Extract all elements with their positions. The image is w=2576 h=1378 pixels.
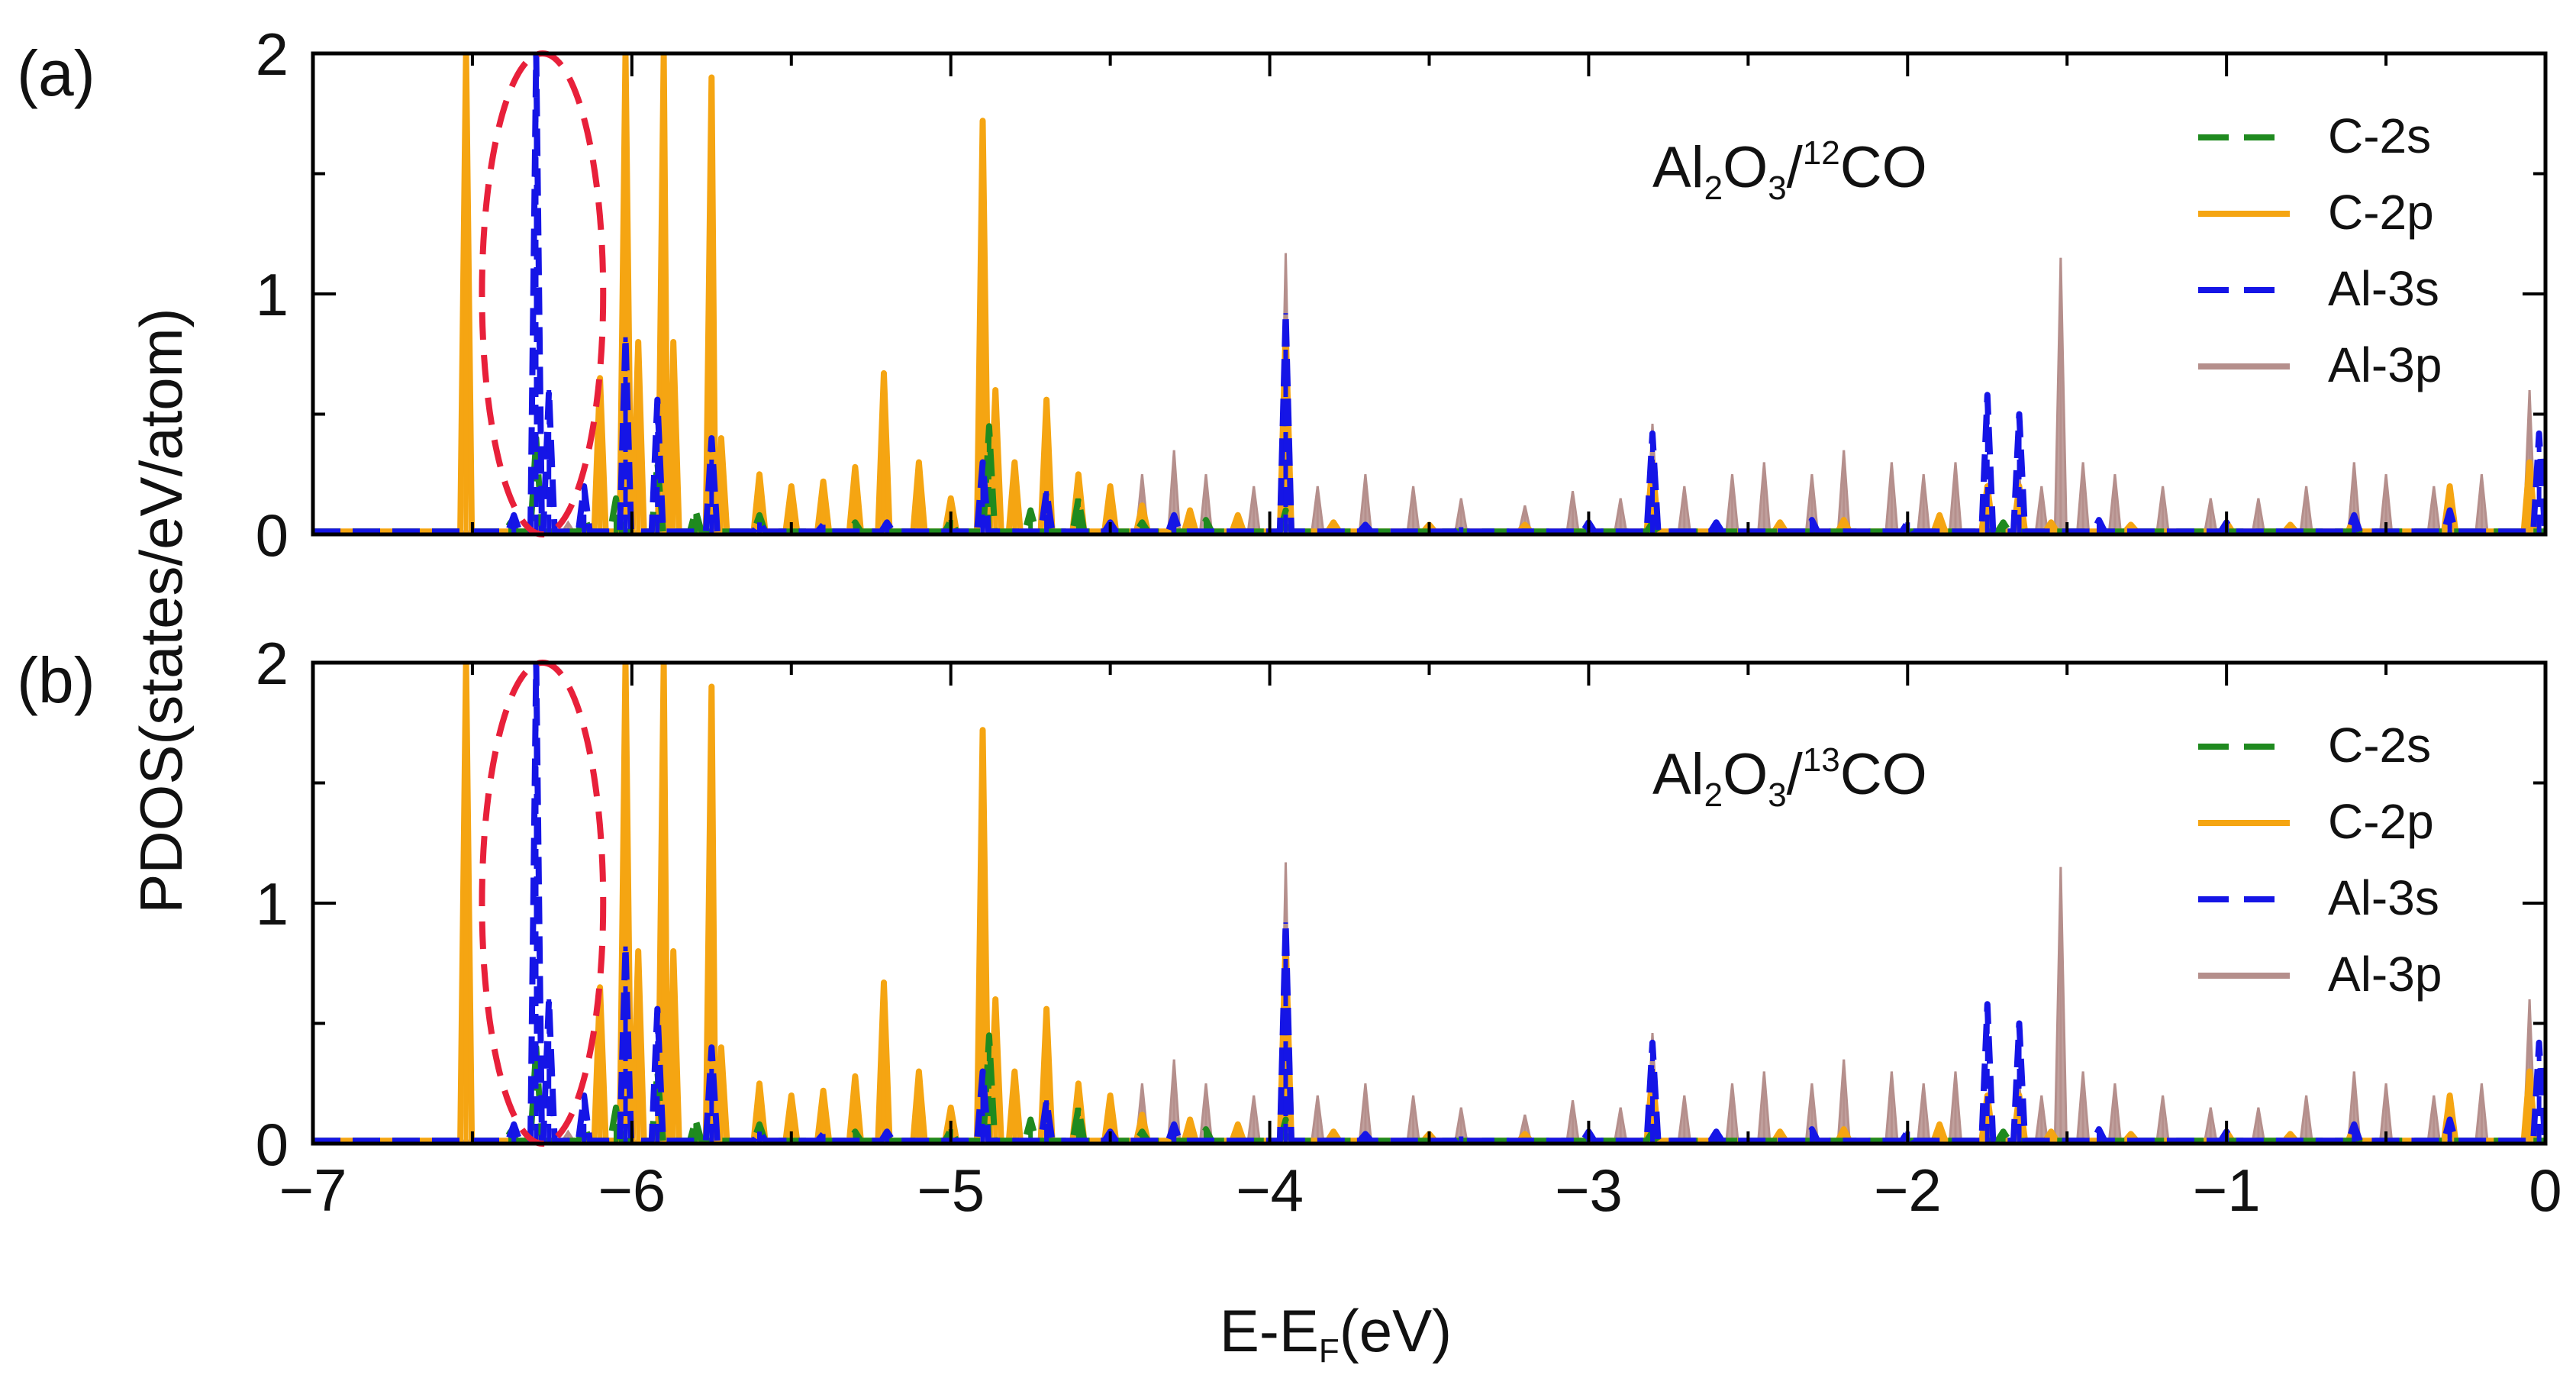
x-tick-label: −2 [1874,1157,1942,1224]
x-tick-label: −3 [1555,1157,1623,1224]
y-tick-label: 2 [256,630,289,697]
x-axis-title-sub: F [1319,1332,1340,1370]
panel-title-part: CO [1840,135,1927,200]
legend: C-2s C-2p Al-3s Al-3p [2198,108,2442,392]
y-tick-label: 2 [256,21,289,88]
plot-area [313,53,2545,534]
plot-frame [311,51,2548,537]
y-tick-label: 1 [256,870,289,937]
panel-title-part: / [1787,742,1804,807]
x-tick-label: −1 [2193,1157,2261,1224]
x-tick-label: −5 [917,1157,985,1224]
panel-title-part: 2 [1704,776,1723,814]
panel-label: (b) [17,644,95,716]
y-tick-label: 0 [256,1111,289,1178]
legend-label: Al-3s [2328,870,2439,925]
plot-frame [311,660,2548,1146]
panel-title: Al2O3/12CO [1652,134,1927,207]
x-tick-label: −4 [1236,1157,1304,1224]
series-al-3p-area [313,253,2545,534]
x-axis-title-main: E-E [1220,1297,1319,1364]
legend-label: C-2s [2328,718,2431,773]
series-al-3p-area [313,862,2545,1144]
panel-title: Al2O3/13CO [1652,741,1927,814]
plot-area [313,663,2545,1144]
x-tick-label: −7 [279,1157,347,1224]
panel-title-part: 3 [1768,169,1786,207]
x-axis-title-unit: (eV) [1340,1297,1452,1364]
series-al-3s-line [313,663,2545,1144]
legend-label: Al-3p [2328,947,2442,1002]
panel-title-part: CO [1840,742,1927,807]
y-tick-label: 0 [256,502,289,569]
panel-title-part: Al [1652,742,1704,807]
panel-title-part: Al [1652,135,1704,200]
panel-title-part: 3 [1768,776,1786,814]
x-tick-label: 0 [2529,1157,2561,1224]
panel-title-part: O [1723,742,1768,807]
series-al-3s-line [313,53,2545,534]
panel-title-part: 2 [1704,169,1723,207]
panel-title-part: O [1723,135,1768,200]
y-tick-label: 1 [256,261,289,328]
legend: C-2s C-2p Al-3s Al-3p [2198,718,2442,1002]
panel-title-part: / [1787,135,1804,200]
panel-title-part: 13 [1803,741,1840,779]
legend-label: C-2p [2328,794,2434,849]
y-axis-title: PDOS(states/eV/atom) [127,308,195,913]
panel-title-part: 12 [1803,134,1840,172]
legend-label: Al-3p [2328,337,2442,392]
panel-label: (a) [17,37,95,109]
x-axis-title: E-EF(eV) [1220,1297,1452,1370]
legend-label: C-2s [2328,108,2431,163]
legend-label: C-2p [2328,185,2434,240]
x-tick-label: −6 [598,1157,666,1224]
legend-label: Al-3s [2328,261,2439,316]
